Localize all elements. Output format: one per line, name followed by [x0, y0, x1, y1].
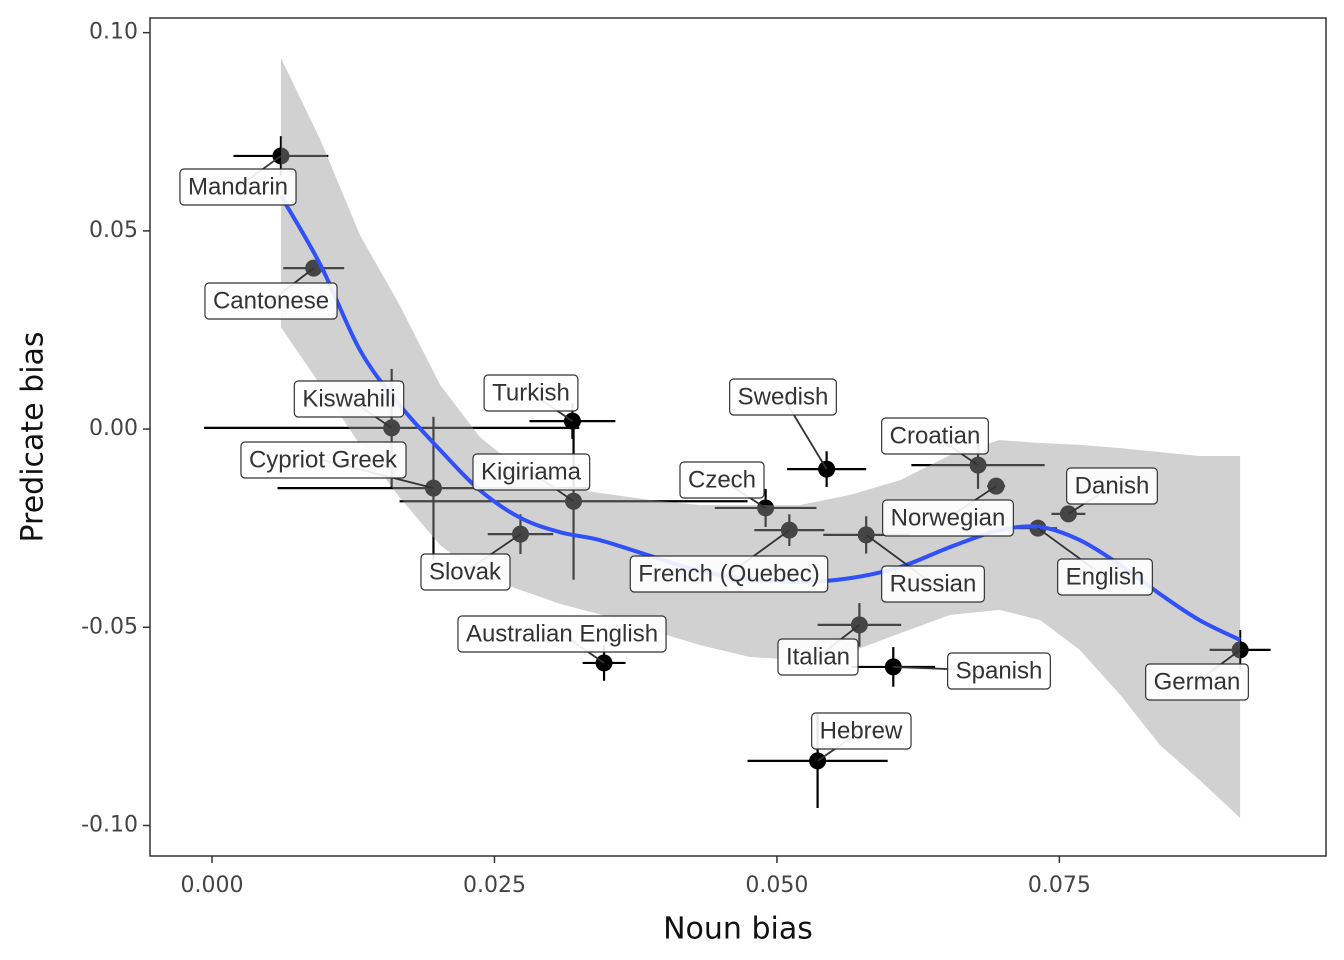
label-text: Kigiriama: [481, 458, 582, 485]
label-box: [483, 374, 579, 412]
label-box: [679, 461, 765, 499]
point-label: Kigiriama: [472, 453, 591, 491]
x-tick-label: 0.000: [181, 873, 244, 898]
label-box: [240, 441, 407, 479]
y-tick-label: 0.00: [89, 416, 138, 441]
confidence-band: [280, 58, 1241, 818]
label-box: [881, 417, 989, 455]
point-label: French (Quebec): [629, 555, 829, 593]
x-tick-label: 0.025: [463, 873, 526, 898]
label-text: Slovak: [429, 558, 502, 585]
point-label: German: [1145, 663, 1249, 701]
point-label: English: [1057, 558, 1153, 596]
label-box: [882, 499, 1014, 537]
label-text: Hebrew: [820, 717, 903, 744]
point-label: Danish: [1066, 467, 1158, 505]
label-text: Turkish: [492, 379, 570, 406]
x-tick-label: 0.075: [1028, 873, 1091, 898]
label-box: [472, 453, 591, 491]
point-label: Cantonese: [204, 282, 338, 320]
label-box: [811, 712, 912, 750]
y-tick-label: -0.05: [81, 614, 138, 639]
label-box: [1145, 663, 1249, 701]
point-label: Kiswahili: [293, 380, 405, 418]
y-tick-label: 0.05: [89, 218, 138, 243]
label-text: Kiswahili: [302, 385, 395, 412]
plot-border: [149, 17, 1327, 857]
label-text: Danish: [1075, 472, 1150, 499]
label-box: [293, 380, 405, 418]
point-label: Mandarin: [179, 168, 297, 206]
label-box: [420, 553, 511, 591]
point-label: Spanish: [947, 652, 1051, 690]
label-box: [1066, 467, 1158, 505]
label-box: [457, 615, 667, 653]
label-text: Cantonese: [213, 287, 329, 314]
label-text: Croatian: [890, 422, 981, 449]
label-box: [179, 168, 297, 206]
label-text: German: [1154, 668, 1241, 695]
label-box: [629, 555, 829, 593]
label-text: Mandarin: [188, 173, 288, 200]
point-label: Turkish: [483, 374, 579, 412]
point-label: Norwegian: [882, 499, 1014, 537]
label-text: Cypriot Greek: [249, 446, 398, 473]
label-box: [777, 638, 859, 676]
label-text: Australian English: [466, 620, 658, 647]
point-label: Hebrew: [811, 712, 912, 750]
label-text: English: [1066, 563, 1145, 590]
label-box: [947, 652, 1051, 690]
label-box: [204, 282, 338, 320]
label-box: [881, 565, 985, 603]
point-label: Croatian: [881, 417, 989, 455]
x-tick-label: 0.050: [745, 873, 808, 898]
point-label: Swedish: [729, 378, 837, 416]
label-box: [729, 378, 837, 416]
point-label: Slovak: [420, 553, 511, 591]
y-axis-title: Predicate bias: [16, 331, 51, 542]
label-text: Norwegian: [891, 504, 1006, 531]
y-tick-label: 0.10: [89, 20, 138, 45]
point-label: Australian English: [457, 615, 667, 653]
label-text: Russian: [890, 570, 977, 597]
label-text: Swedish: [738, 383, 829, 410]
label-text: Italian: [786, 643, 850, 670]
point-label: Russian: [881, 565, 985, 603]
point-label: Cypriot Greek: [240, 441, 407, 479]
x-axis-title: Noun bias: [663, 912, 813, 947]
point-label: Italian: [777, 638, 859, 676]
label-text: French (Quebec): [638, 560, 819, 587]
label-text: Spanish: [956, 657, 1043, 684]
label-box: [1057, 558, 1153, 596]
label-text: Czech: [688, 466, 756, 493]
y-tick-label: -0.10: [81, 812, 138, 837]
point-label: Czech: [679, 461, 765, 499]
